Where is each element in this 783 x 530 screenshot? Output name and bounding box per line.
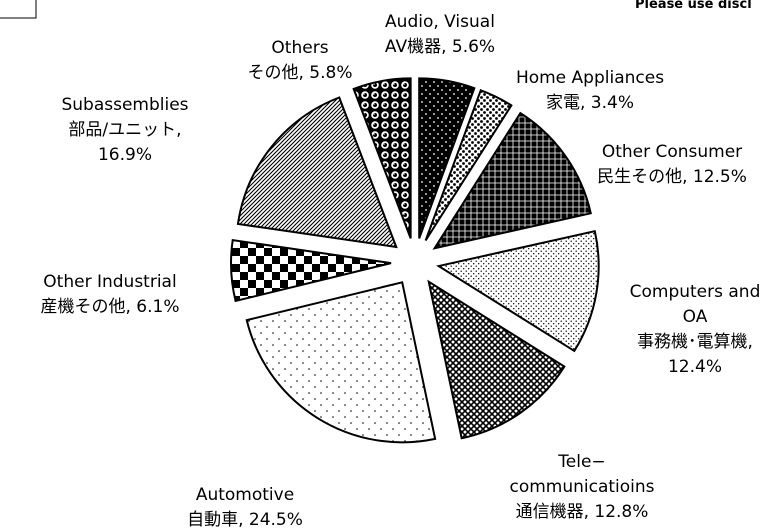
slice xyxy=(418,77,476,239)
slice-label: Tele− xyxy=(557,452,605,472)
slice-label: AV機器, 5.6% xyxy=(385,37,495,57)
slice xyxy=(424,88,513,242)
slice-label: Others xyxy=(271,38,328,58)
slice-label: 部品/ユニット, xyxy=(68,120,181,140)
slice xyxy=(230,238,392,303)
slice-label: Audio, Visual xyxy=(385,12,495,32)
slice-label: 自動車, 24.5% xyxy=(187,510,303,530)
slice-label: Automotive xyxy=(196,485,294,505)
slice xyxy=(432,111,592,250)
slice-label: communicatioins xyxy=(509,477,654,497)
slice-label: Other Consumer xyxy=(602,142,742,162)
slice-label: 家電, 3.4% xyxy=(546,93,634,113)
slice-label: 12.4% xyxy=(668,357,722,377)
slice-label: Home Appliances xyxy=(516,68,664,88)
slice-label: Computers and xyxy=(630,282,761,302)
slice-label: Subassemblies xyxy=(61,95,188,115)
slice-label: 16.9% xyxy=(98,145,152,165)
slice-label: OA xyxy=(683,307,708,327)
slice-label: 民生その他, 12.5% xyxy=(597,167,747,187)
slice xyxy=(236,96,398,249)
note: Please use discl xyxy=(635,0,752,12)
slice-label: 事務機･電算機, xyxy=(637,332,753,352)
slice xyxy=(436,229,600,353)
slice xyxy=(427,279,566,440)
slice xyxy=(352,77,412,239)
slice-label: 通信機器, 12.8% xyxy=(516,502,649,522)
slice-label: 産機その他, 6.1% xyxy=(41,297,180,317)
slice-label: Other Industrial xyxy=(43,272,176,292)
slice xyxy=(245,281,437,444)
slice-label: その他, 5.8% xyxy=(248,63,353,83)
frame-corner xyxy=(0,0,37,19)
